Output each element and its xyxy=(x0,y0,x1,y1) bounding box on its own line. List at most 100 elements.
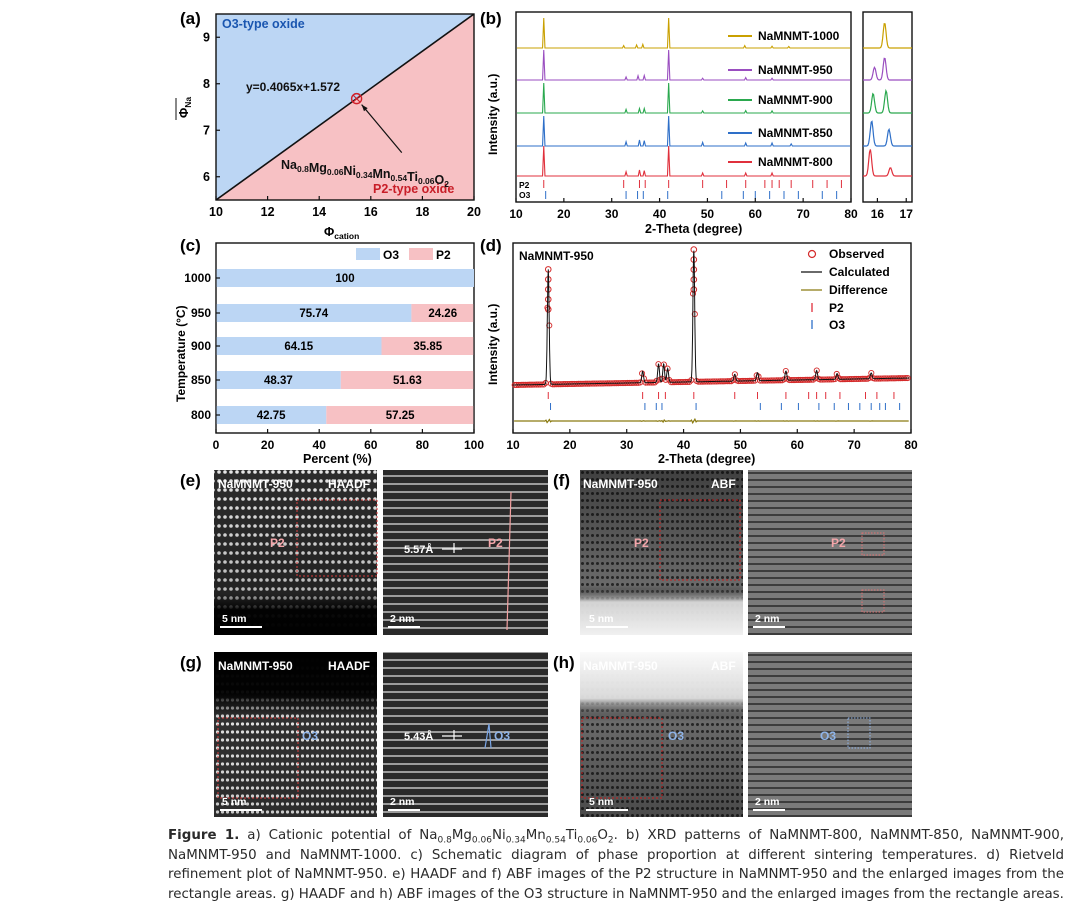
y-tick-label: 950 xyxy=(191,306,211,320)
x-axis-label-d: 2-Theta (degree) xyxy=(658,452,755,466)
caption-text-1: a) Cationic potential of xyxy=(247,828,420,843)
caption-subscript: 0.54 xyxy=(545,835,566,846)
xrd-trace xyxy=(517,82,850,114)
panel-label-h: (h) xyxy=(553,653,575,672)
panel-c: 100 75.74 24.26 64.15 35.85 48.37 51.63 42.75 57… xyxy=(174,242,484,466)
roi-rectangle-h xyxy=(581,717,663,799)
plot-frame-c xyxy=(215,242,475,434)
equation-label: y=0.4065x+1.572 xyxy=(246,80,340,94)
observed-point xyxy=(731,371,738,378)
arrow-line xyxy=(361,104,403,153)
legend-label: Difference xyxy=(829,283,888,297)
rietveld-plot xyxy=(511,246,911,425)
panel-label-e: (e) xyxy=(180,471,201,490)
panel-label-d: (d) xyxy=(480,236,502,255)
caption-label: Figure 1. xyxy=(168,828,240,843)
micrograph-h-phase-zoom: O3 xyxy=(820,729,836,743)
scale-label-e-right: 2 nm xyxy=(390,613,415,625)
inset-trace xyxy=(863,88,912,114)
x-tick-label: 30 xyxy=(605,207,619,221)
formula-subscript: 0.06 xyxy=(327,167,344,177)
axes-c: 1000 950 900 850 800 0 20 40 60 80 100 xyxy=(184,271,484,452)
formula-subscript: 0.54 xyxy=(391,173,408,183)
inset-trace xyxy=(863,57,912,81)
bar-p2 xyxy=(326,406,474,424)
plot-frame-b xyxy=(515,11,852,203)
x-axis-b: 10 20 30 40 50 60 70 80 16 17 xyxy=(509,198,913,221)
scale-label-f-right: 2 nm xyxy=(755,613,780,625)
y-tick-label: 7 xyxy=(203,123,210,137)
bar-o3-label: 100 xyxy=(335,273,354,285)
legend-label: NaMNMT-1000 xyxy=(758,29,840,43)
bar-o3-label: 42.75 xyxy=(257,410,286,422)
arrow-head xyxy=(361,104,368,112)
calculated-line xyxy=(514,250,910,386)
x-tick-label: 60 xyxy=(791,438,805,452)
cation-point-marker xyxy=(350,92,363,105)
boundary-line xyxy=(216,14,474,200)
x-tick-label: 80 xyxy=(904,438,918,452)
micrograph-g-sample: NaMNMT-950 xyxy=(218,659,293,673)
formula-subscript: 0.34 xyxy=(356,170,373,180)
x-tick-label: 18 xyxy=(415,205,429,219)
micrograph-e-sample: NaMNMT-950 xyxy=(218,477,293,491)
reference-ticks xyxy=(543,180,842,199)
micrograph-h: NaMNMT-950 ABF O3 5 nm O3 2 nm xyxy=(580,652,912,817)
x-tick-label: 60 xyxy=(749,207,763,221)
caption-subscript: 0.06 xyxy=(577,835,598,846)
micrograph-f-mode: ABF xyxy=(711,477,736,491)
micrograph-e-phase-zoom: P2 xyxy=(488,536,503,550)
panel-label-g: (g) xyxy=(180,653,202,672)
micrograph-f-sample: NaMNMT-950 xyxy=(583,477,658,491)
bar-p2-label: 35.85 xyxy=(413,341,442,353)
legend-label: NaMNMT-850 xyxy=(758,126,833,140)
legend-label: NaMNMT-950 xyxy=(758,63,833,77)
bar-p2 xyxy=(381,337,474,355)
compound-formula: Na0.8Mg0.06Ni0.34Mn0.54Ti0.06O2 xyxy=(281,158,449,189)
xrd-trace xyxy=(517,49,850,81)
legend-observed-marker xyxy=(807,249,817,259)
y-tick-label: 1000 xyxy=(184,271,211,285)
o3-region-label: O3-type oxide xyxy=(222,17,305,31)
panel-a: O3-type oxide P2-type oxide y=0.4065x+1.… xyxy=(175,13,481,241)
observed-point xyxy=(813,367,820,374)
point-circle xyxy=(350,92,363,105)
x-tick-label: 100 xyxy=(464,438,484,452)
inset-x-tick-label: 17 xyxy=(900,207,914,221)
formula-element: Mg xyxy=(309,161,327,175)
legend-o3-swatch xyxy=(356,248,380,260)
x-tick-label: 20 xyxy=(261,438,275,452)
x-tick-label: 50 xyxy=(701,207,715,221)
bar-o3-label: 75.74 xyxy=(299,308,328,320)
micrograph-e-mode: HAADF xyxy=(328,477,370,491)
atom-overlay-f-top xyxy=(861,532,885,556)
scale-label-f-left: 5 nm xyxy=(589,613,614,625)
bar-o3-label: 48.37 xyxy=(264,375,293,387)
y-axis-label-c: Temperature (°C) xyxy=(174,305,188,402)
p2-ref-label: P2 xyxy=(519,180,530,190)
legend-label: Calculated xyxy=(829,265,890,279)
micrograph-h-phase: O3 xyxy=(668,729,684,743)
bar-o3 xyxy=(216,371,341,389)
panel-label-f: (f) xyxy=(553,471,570,490)
x-axis-a: 10 12 14 16 18 20 xyxy=(209,196,481,219)
legend-p2-swatch xyxy=(409,248,433,260)
x-tick-label: 12 xyxy=(261,205,275,219)
legend-label: NaMNMT-800 xyxy=(758,155,833,169)
xrd-trace xyxy=(517,115,850,147)
roi-rectangle-g xyxy=(217,717,299,799)
x-tick-label: 60 xyxy=(364,438,378,452)
bar-p2-label: 57.25 xyxy=(386,410,415,422)
x-tick-label: 20 xyxy=(563,438,577,452)
caption-subscript: 0.34 xyxy=(505,835,526,846)
observed-peak-point xyxy=(690,276,698,283)
scale-label-g-left: 5 nm xyxy=(222,796,247,808)
observed-point xyxy=(868,369,875,377)
observed-point xyxy=(811,375,818,382)
y-tick-label: 6 xyxy=(203,170,210,184)
micrograph-g-phase-zoom: O3 xyxy=(494,729,510,743)
micrograph-f-phase-zoom: P2 xyxy=(831,536,846,550)
formula-element: Ti xyxy=(407,170,418,184)
roi-rectangle-e xyxy=(296,499,378,577)
y-tick-label: 850 xyxy=(191,373,211,387)
